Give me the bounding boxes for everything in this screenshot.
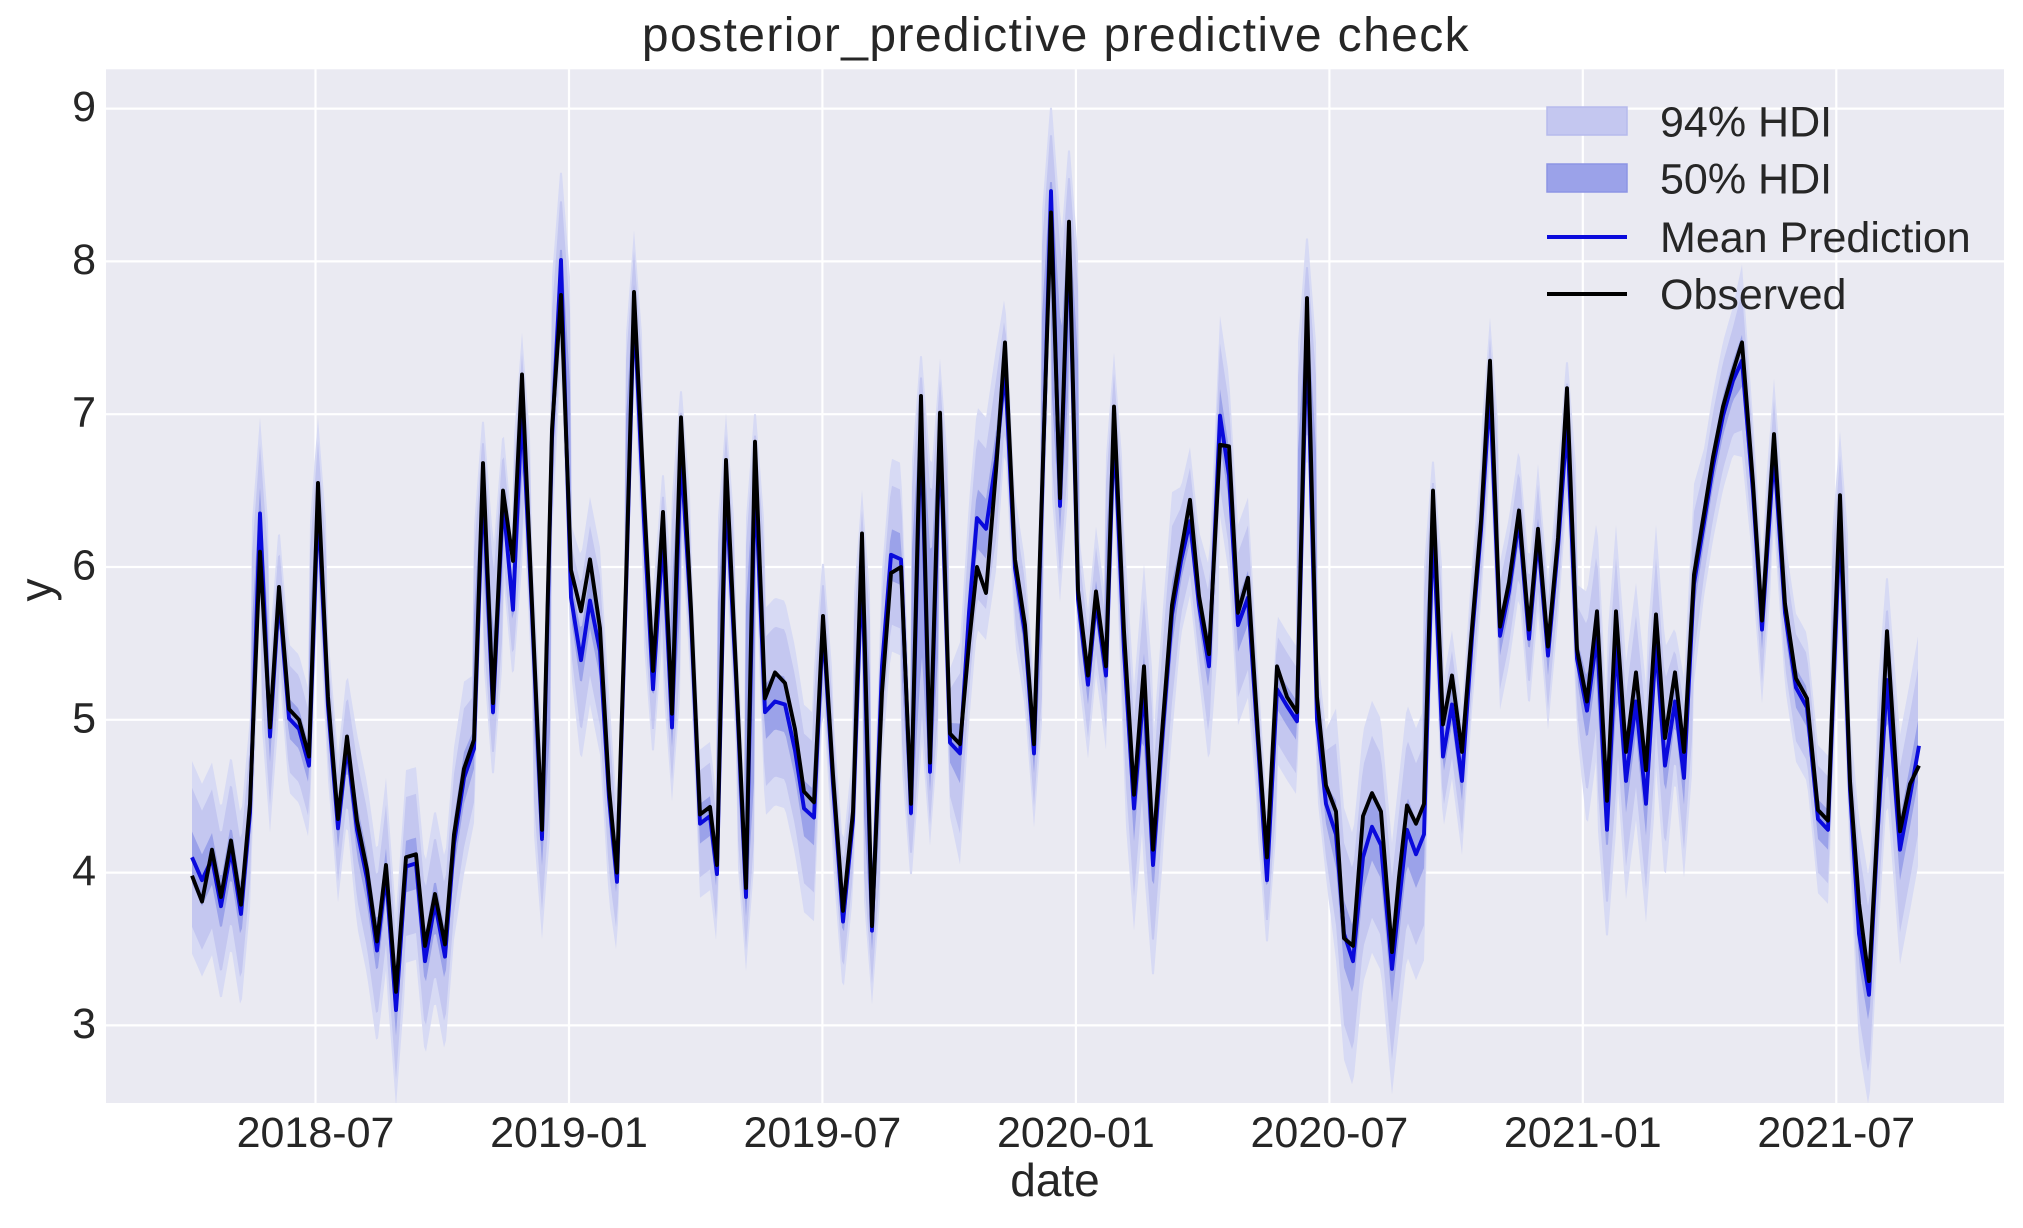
svg-text:2020-07: 2020-07 [1250,1109,1408,1157]
svg-text:8: 8 [72,236,96,284]
svg-text:y: y [10,579,62,602]
svg-text:3: 3 [72,1000,96,1048]
svg-text:7: 7 [72,389,96,437]
svg-text:Observed: Observed [1660,271,1846,319]
svg-text:9: 9 [72,83,96,131]
svg-text:2019-01: 2019-01 [490,1109,648,1157]
svg-text:2020-01: 2020-01 [997,1109,1155,1157]
svg-text:6: 6 [72,542,96,590]
svg-text:posterior_predictive predictiv: posterior_predictive predictive check [642,9,1470,62]
svg-text:94% HDI: 94% HDI [1660,99,1832,147]
svg-text:4: 4 [72,847,96,895]
svg-text:2019-07: 2019-07 [743,1109,901,1157]
svg-text:2021-07: 2021-07 [1757,1109,1915,1157]
svg-text:date: date [1010,1154,1100,1206]
svg-text:5: 5 [72,694,96,742]
svg-text:Mean Prediction: Mean Prediction [1660,214,1971,262]
svg-text:2018-07: 2018-07 [237,1109,395,1157]
svg-text:50% HDI: 50% HDI [1660,156,1832,204]
svg-text:2021-01: 2021-01 [1504,1109,1662,1157]
